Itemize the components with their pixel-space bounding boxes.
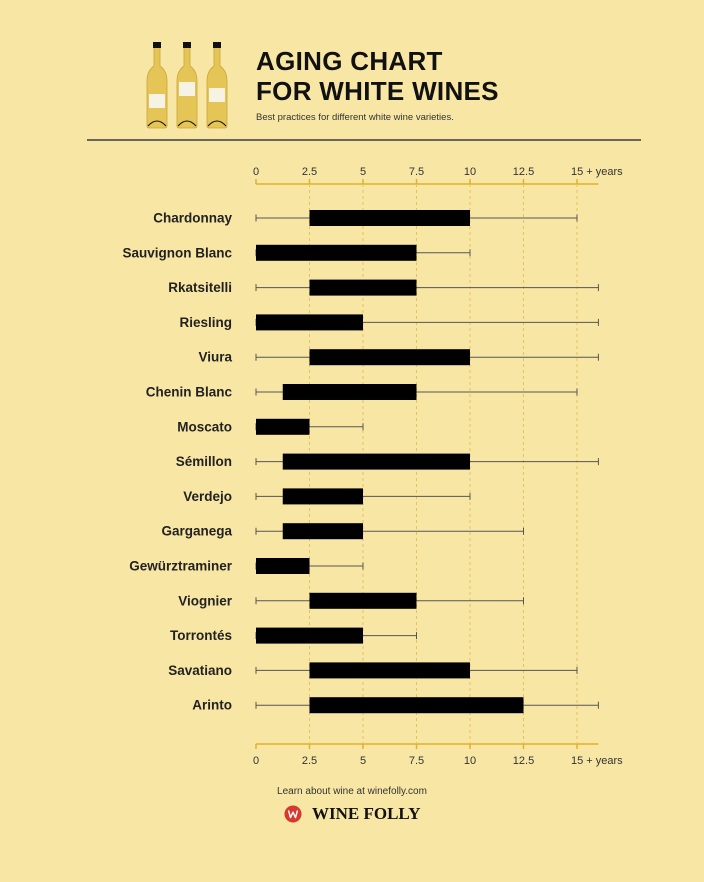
tick-label-top: 2.5 (302, 166, 317, 178)
category-label: Arinto (192, 698, 232, 713)
chart-title-line-1: AGING CHART (256, 46, 443, 76)
category-label: Sémillon (176, 454, 232, 469)
wine-bottles-illustration (146, 42, 228, 129)
chart-title-line-2: FOR WHITE WINES (256, 76, 499, 106)
category-label: Torrontés (170, 628, 232, 643)
range-bar (282, 384, 417, 400)
range-bar (256, 244, 417, 261)
range-bar (309, 279, 417, 296)
wine-folly-logo-icon (283, 805, 302, 823)
range-bar (282, 453, 470, 470)
tick-label-top: 0 (253, 166, 259, 178)
tick-label-top: 12.5 (513, 166, 534, 178)
category-label: Sauvignon Blanc (122, 245, 232, 260)
range-bar (282, 523, 363, 540)
tick-label-top: 15 + years (571, 166, 623, 178)
category-label: Verdejo (183, 489, 232, 504)
wine-bottle-icon (206, 42, 228, 129)
category-label: Riesling (179, 315, 232, 330)
brand-name: WINE FOLLY (311, 804, 421, 823)
chart-subtitle: Best practices for different white wine … (256, 112, 454, 123)
tick-label-bottom: 5 (360, 755, 366, 767)
range-bar (309, 349, 470, 366)
tick-label-top: 5 (360, 166, 366, 178)
category-label: Rkatsitelli (168, 280, 232, 295)
range-bar (309, 592, 417, 609)
category-label: Viura (198, 350, 232, 365)
tick-label-bottom: 12.5 (513, 755, 534, 767)
range-bar (256, 418, 310, 435)
range-bar (309, 210, 470, 226)
range-bar (256, 558, 310, 574)
footer-link-text[interactable]: Learn about wine at winefolly.com (277, 786, 427, 797)
tick-label-bottom: 2.5 (302, 755, 317, 767)
header-divider (87, 139, 641, 141)
wine-bottle-icon (146, 42, 168, 129)
category-label: Gewürztraminer (129, 559, 233, 574)
category-label: Moscato (177, 419, 232, 434)
brand-logo-lockup[interactable]: WINE FOLLY (0, 804, 704, 824)
category-label: Viognier (178, 593, 233, 608)
category-label: Chenin Blanc (146, 385, 233, 400)
category-label: Garganega (161, 524, 232, 539)
category-label: Savatiano (168, 663, 232, 678)
tick-label-top: 7.5 (409, 166, 424, 178)
tick-label-top: 10 (464, 166, 476, 178)
tick-label-bottom: 0 (253, 755, 259, 767)
category-label: Chardonnay (153, 211, 232, 226)
wine-bottle-icon (176, 42, 198, 129)
range-bar (282, 488, 363, 505)
tick-label-bottom: 10 (464, 755, 476, 767)
tick-label-bottom: 7.5 (409, 755, 424, 767)
range-bar (256, 314, 363, 331)
range-bar (256, 627, 363, 644)
tick-label-bottom: 15 + years (571, 755, 623, 767)
range-bar (309, 697, 524, 714)
range-bar (309, 662, 470, 679)
aging-chart: 0 0 2.5 2.5 5 5 7.5 7.5 10 10 12.5 12.5 15 + years 15… (122, 166, 623, 767)
